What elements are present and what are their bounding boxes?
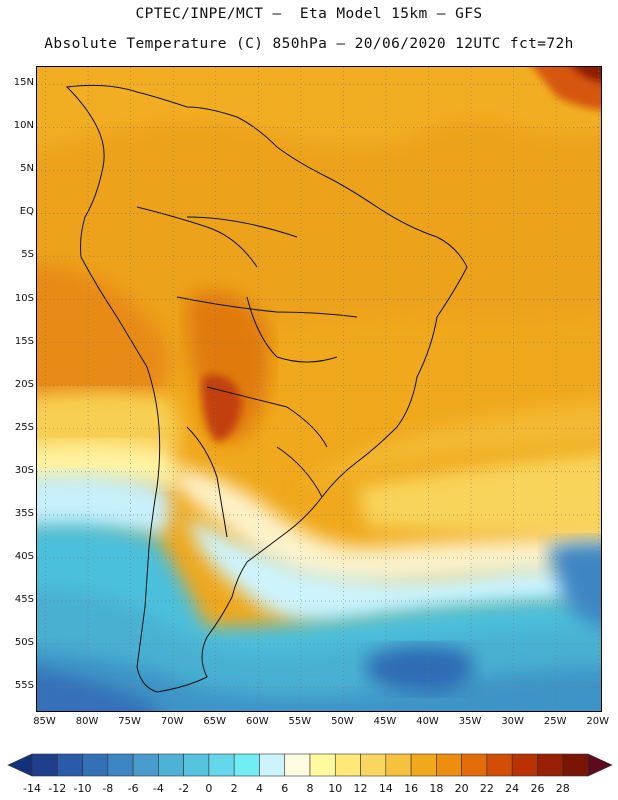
colorbar-swatch	[486, 753, 513, 777]
lat-tick-label: 20S	[14, 378, 34, 390]
lat-tick-label: 45S	[14, 594, 34, 606]
lat-tick-label: 5S	[21, 249, 34, 261]
colorbar-label: 18	[429, 782, 444, 795]
map-frame	[36, 66, 602, 712]
lon-tick-label: 55W	[288, 716, 312, 727]
temperature-map	[37, 67, 601, 711]
colorbar-swatch	[259, 753, 286, 777]
colorbar-swatch	[208, 753, 235, 777]
colorbar-label: 6	[281, 782, 289, 795]
colorbar-swatch	[334, 753, 361, 777]
colorbar-label: 4	[255, 782, 263, 795]
colorbar-swatch	[183, 753, 210, 777]
lon-tick-label: 20W	[586, 716, 610, 727]
lat-tick-label: 15S	[14, 335, 34, 347]
colorbar-label: 20	[454, 782, 469, 795]
colorbar-swatch	[284, 753, 311, 777]
coastlines	[65, 84, 468, 693]
colorbar-swatch	[562, 753, 589, 777]
colorbar-label: -14	[23, 782, 41, 795]
colorbar-over-arrow	[587, 753, 613, 777]
colorbar-label: 22	[479, 782, 494, 795]
lon-tick-label: 50W	[331, 716, 354, 727]
lon-tick-label: 80W	[75, 716, 99, 727]
lat-tick-label: EQ	[19, 206, 34, 218]
colorbar-label: 28	[555, 782, 570, 795]
colorbar-swatch	[56, 753, 83, 777]
chart-subtitle: Absolute Temperature (C) 850hPa – 20/06/…	[44, 36, 574, 52]
colorbar-label: 8	[306, 782, 314, 795]
colorbar-label: -12	[48, 782, 67, 795]
colorbar-swatch	[82, 753, 109, 777]
colorbar-swatch	[107, 753, 134, 777]
colorbar-label: -8	[102, 782, 114, 795]
lon-tick-label: 85W	[33, 716, 56, 727]
colorbar-label: 12	[353, 782, 368, 795]
colorbar-swatch	[461, 753, 488, 777]
colorbar-label: 0	[205, 782, 213, 795]
colorbar-label: -6	[127, 782, 139, 795]
colorbar-swatch	[511, 753, 538, 777]
lon-tick-label: 60W	[245, 716, 269, 727]
colorbar-swatch	[410, 753, 437, 777]
colorbar-label: 24	[505, 782, 520, 795]
lon-tick-label: 45W	[373, 716, 397, 727]
lat-tick-label: 50S	[14, 637, 34, 649]
lon-tick-label: 70W	[160, 716, 184, 727]
colorbar-label: 16	[404, 782, 419, 795]
lon-tick-label: 40W	[416, 716, 439, 727]
lat-tick-label: 25S	[14, 421, 34, 433]
lon-tick-label: 65W	[203, 716, 227, 727]
colorbar-swatch	[537, 753, 564, 777]
colorbar-swatch	[436, 753, 462, 777]
lat-tick-label: 10N	[13, 120, 34, 132]
lon-tick-label: 35W	[458, 716, 482, 727]
colorbar: -14 -12 -10 -8 -6 -4 -2 0 2 4 6 8 10 12 14 16 18 20 22 24 26…	[0, 748, 618, 800]
colorbar-label: 2	[230, 782, 238, 795]
lon-tick-label: 30W	[501, 716, 524, 727]
colorbar-under-arrow	[7, 753, 33, 777]
colorbar-swatch	[309, 753, 336, 777]
colorbar-swatch	[360, 753, 387, 777]
colorbar-label: -2	[178, 782, 190, 795]
lat-tick-label: 30S	[14, 464, 34, 476]
colorbar-swatch	[132, 753, 159, 777]
lat-tick-label: 40S	[14, 550, 34, 562]
colorbar-label: -4	[152, 782, 164, 795]
colorbar-swatch	[158, 753, 184, 777]
colorbar-label: 10	[328, 782, 343, 795]
colorbar-label: 26	[530, 782, 545, 795]
chart-title: CPTEC/INPE/MCT – Eta Model 15km – GFS	[135, 6, 483, 22]
colorbar-label: 14	[378, 782, 393, 795]
colorbar-swatch	[233, 753, 260, 777]
colorbar-swatch	[385, 753, 412, 777]
lat-tick-label: 10S	[14, 292, 34, 304]
lon-tick-label: 75W	[118, 716, 141, 727]
colorbar-label: -10	[73, 782, 92, 795]
temperature-field	[37, 67, 601, 711]
lon-tick-label: 25W	[543, 716, 567, 727]
colorbar-swatches	[7, 753, 613, 777]
lat-tick-label: 55S	[14, 680, 34, 692]
lat-tick-label: 5N	[20, 163, 34, 175]
lat-tick-label: 35S	[14, 507, 34, 519]
lat-tick-label: 15N	[13, 77, 34, 89]
colorbar-swatch	[31, 753, 58, 777]
